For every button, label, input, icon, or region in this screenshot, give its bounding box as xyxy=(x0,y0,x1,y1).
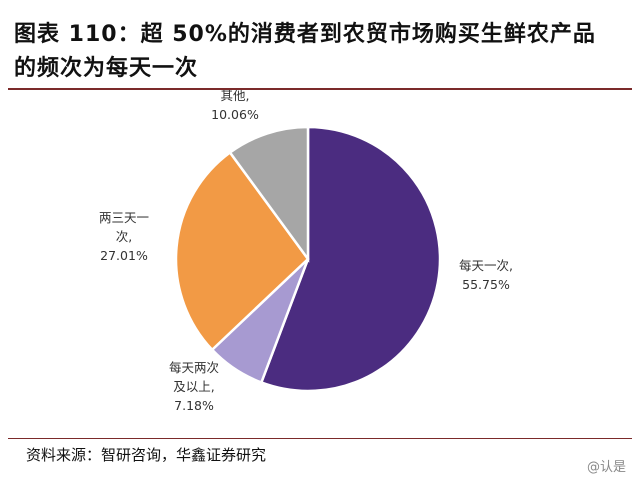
slice-label: 每天一次, 55.75% xyxy=(459,258,513,292)
source-note: 资料来源：智研咨询，华鑫证券研究 xyxy=(26,446,267,464)
pie-slice xyxy=(174,150,310,352)
slice-label: 两三天一次, 27.01% xyxy=(99,210,149,263)
pie-chart: 每天一次, 55.75% 每天两次及以上, 7.18% 两三天一次, 27.01% 其他, 1… xyxy=(99,90,513,413)
watermark: @认是 xyxy=(586,460,626,475)
pie-slice xyxy=(228,125,310,263)
top-rule xyxy=(8,88,632,90)
pie-slice xyxy=(259,125,442,393)
chart-title: 图表 110：超 50%的消费者到农贸市场购买生鲜农产品的频次为每天一次 xyxy=(14,22,596,81)
bottom-rule xyxy=(8,438,632,439)
slice-label: 每天两次及以上, 7.18% xyxy=(169,360,219,413)
slice-label: 其他, 10.06% xyxy=(211,90,259,122)
